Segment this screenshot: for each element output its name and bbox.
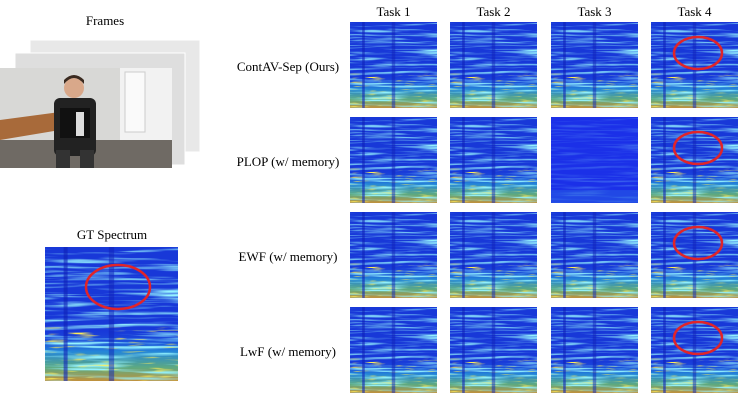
task-header: Task 2 — [476, 4, 510, 19]
highlight-ellipse — [672, 130, 724, 166]
highlight-ellipse — [672, 320, 724, 356]
gt-spectrogram — [45, 247, 178, 381]
gt-label: GT Spectrum — [77, 227, 147, 242]
spectrogram — [350, 212, 437, 298]
task-header: Task 1 — [376, 4, 410, 19]
method-label: PLOP (w/ memory) — [237, 154, 340, 169]
spectrogram — [551, 117, 638, 203]
task-header: Task 4 — [677, 4, 712, 19]
spectrogram — [450, 212, 537, 298]
spectrogram — [651, 307, 738, 393]
spectrogram — [450, 307, 537, 393]
highlight-ellipse — [84, 263, 152, 311]
spectrogram — [551, 22, 638, 108]
method-label: EWF (w/ memory) — [239, 249, 338, 264]
spectrogram — [551, 212, 638, 298]
task-header: Task 3 — [577, 4, 611, 19]
spectrogram — [651, 22, 738, 108]
method-label: ContAV-Sep (Ours) — [237, 59, 339, 74]
spectrogram — [450, 117, 537, 203]
spectrogram — [450, 22, 537, 108]
spectrogram — [350, 307, 437, 393]
spectrogram — [651, 117, 738, 203]
spectrogram — [651, 212, 738, 298]
video-frames — [0, 39, 201, 168]
highlight-ellipse — [672, 225, 724, 261]
method-label: LwF (w/ memory) — [240, 344, 336, 359]
highlight-ellipse — [672, 35, 724, 71]
frames-label: Frames — [86, 13, 124, 28]
spectrogram — [350, 22, 437, 108]
spectrogram — [350, 117, 437, 203]
spectrogram — [551, 307, 638, 393]
